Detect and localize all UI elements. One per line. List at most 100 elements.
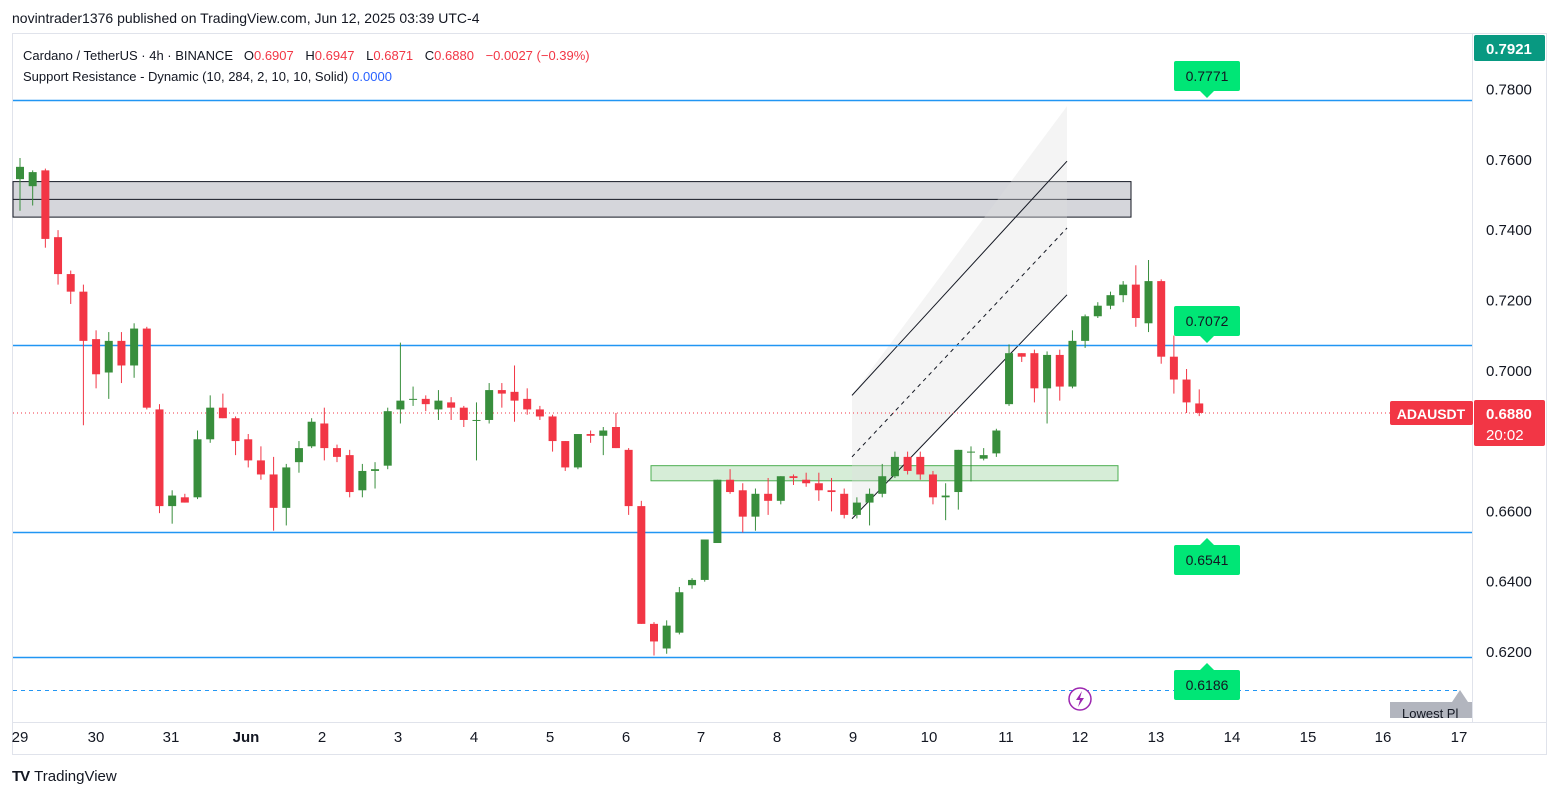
chart-frame (12, 33, 1547, 755)
time-tick-label: 7 (697, 729, 705, 746)
channel-lower-line (851, 294, 1068, 520)
level-label-bg (1174, 61, 1240, 91)
candle-body (1195, 403, 1204, 413)
low-label: L (366, 48, 374, 63)
indicator-value: 0.0000 (352, 69, 392, 84)
indicator-name: Support Resistance - Dynamic (10, 284, 2… (23, 69, 349, 84)
time-tick-label: 5 (546, 729, 554, 746)
symbol-row[interactable]: Cardano / TetherUS · 4h · BINANCE O0.690… (23, 45, 598, 66)
candle-body (878, 476, 887, 494)
candle-body (168, 495, 177, 507)
level-label-text: 0.7771 (1186, 68, 1229, 84)
publish-line: novintrader1376 published on TradingView… (12, 10, 480, 26)
time-tick-label: 9 (849, 729, 857, 746)
price-tick-label: 0.7400 (1486, 222, 1532, 239)
candle-body (662, 625, 671, 649)
candle-body (1055, 354, 1064, 387)
level-label[interactable]: 0.6541 (1174, 538, 1240, 575)
candle-body (928, 474, 937, 498)
candle-body (54, 237, 63, 275)
candle-body (244, 439, 253, 461)
candle-body (218, 407, 227, 419)
time-tick-label: 17 (1451, 729, 1468, 746)
top-price-tag-bg (1474, 35, 1545, 61)
tradingview-logo[interactable]: TV TradingView (12, 768, 117, 785)
time-tick-label: Jun (233, 729, 260, 746)
time-tick-label: 2 (318, 729, 326, 746)
candle-body (1131, 284, 1140, 319)
candle-body (675, 592, 684, 633)
candle-body (1119, 284, 1128, 296)
level-label-pointer (1200, 663, 1214, 670)
level-label[interactable]: 0.7771 (1174, 61, 1240, 98)
candle-body (497, 390, 506, 394)
candle-body (231, 418, 240, 442)
level-label-bg (1174, 306, 1240, 336)
symbol-tag-bg (1390, 401, 1473, 425)
candle-body (142, 328, 151, 408)
current-price-tag: 0.6880 20:02 (1474, 400, 1545, 446)
candle-body (713, 479, 722, 544)
time-tick-label: 29 (12, 729, 29, 746)
candle-body (1043, 354, 1052, 389)
candle-body (916, 456, 925, 475)
symbol-line: Cardano / TetherUS · 4h · BINANCE (23, 48, 234, 63)
price-tick-label: 0.6400 (1486, 574, 1532, 591)
candle-body (890, 456, 899, 477)
candle-body (1093, 305, 1102, 317)
time-tick-label: 15 (1300, 729, 1317, 746)
time-tick-label: 4 (470, 729, 478, 746)
tradingview-logo-text: TradingView (34, 768, 117, 785)
lowest-pl-tag-text: Lowest Pl (1402, 706, 1458, 721)
candle-body (979, 455, 988, 459)
open-value: 0.6907 (253, 48, 294, 63)
candle-body (903, 456, 912, 471)
price-tick-label: 0.7200 (1486, 292, 1532, 309)
candle-body (954, 449, 963, 493)
candle-body (852, 502, 861, 515)
time-tick-label: 10 (921, 729, 938, 746)
price-tick-label: 0.7600 (1486, 152, 1532, 169)
candle-body (802, 479, 811, 484)
candle-body (320, 423, 329, 449)
candle-body (967, 451, 975, 453)
time-tick-label: 31 (163, 729, 180, 746)
time-tick-label: 14 (1224, 729, 1241, 746)
candle-body (548, 416, 557, 442)
candle-body (16, 166, 24, 180)
candle-body (510, 391, 519, 401)
level-label-bg (1174, 545, 1240, 575)
price-tick-label: 0.7000 (1486, 363, 1532, 380)
candle-body (764, 493, 773, 501)
candle-body (472, 419, 481, 421)
level-label[interactable]: 0.7072 (1174, 306, 1240, 343)
lightning-icon[interactable] (1068, 687, 1092, 711)
candle-body (751, 493, 760, 517)
time-tick-label: 11 (998, 729, 1014, 746)
candle-body (941, 495, 950, 498)
change-value: −0.0027 (−0.39%) (485, 48, 590, 63)
top-price-tag: 0.7921 (1474, 35, 1545, 61)
indicator-row[interactable]: Support Resistance - Dynamic (10, 284, 2… (23, 66, 598, 87)
time-tick-label: 3 (394, 729, 402, 746)
candle-body (776, 476, 785, 501)
current-price-tag-text: 0.6880 (1486, 406, 1532, 423)
candle-body (358, 470, 367, 491)
candle-body (155, 409, 164, 507)
candle-body (1157, 281, 1166, 357)
close-label: C (424, 48, 435, 63)
level-label[interactable]: 0.6186 (1174, 663, 1240, 700)
candle-body (383, 411, 392, 466)
candle-body (599, 430, 608, 436)
candle-body (535, 409, 544, 417)
candle-body (827, 490, 836, 493)
symbol-tag: ADAUSDT (1390, 401, 1473, 425)
candle-body (41, 170, 50, 239)
candle-body (1144, 281, 1153, 324)
candle-body (104, 340, 113, 373)
open-label: O (243, 48, 254, 63)
candle-body (180, 497, 189, 503)
high-label: H (305, 48, 315, 63)
time-tick-label: 16 (1375, 729, 1392, 746)
